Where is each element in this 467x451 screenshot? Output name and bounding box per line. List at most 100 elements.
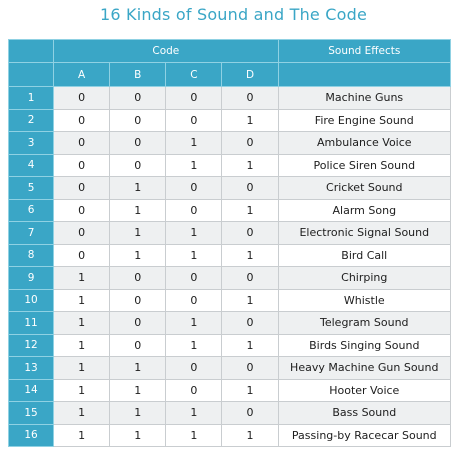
code-a-cell: 1 (53, 423, 111, 447)
code-c-cell: 1 (165, 221, 223, 245)
sound-effect-cell: Hooter Voice (277, 378, 452, 402)
code-a-cell: 0 (53, 221, 111, 245)
sound-effect-cell: Bass Sound (277, 401, 452, 425)
table-row: 14 1 1 0 1 Hooter Voice (7, 378, 452, 402)
table-row: 10 1 0 0 1 Whistle (7, 288, 452, 312)
code-b-cell: 0 (109, 288, 167, 312)
code-d-cell: 0 (221, 356, 279, 380)
code-b-cell: 1 (109, 378, 167, 402)
code-b-cell: 1 (109, 221, 167, 245)
page-title: 16 Kinds of Sound and The Code (99, 5, 368, 24)
sound-effect-cell: Police Siren Sound (277, 153, 452, 177)
code-c-cell: 0 (165, 288, 223, 312)
table-row: 11 1 0 1 0 Telegram Sound (7, 311, 452, 335)
table-row: 2 0 0 0 1 Fire Engine Sound (7, 108, 452, 132)
code-d-cell: 0 (221, 221, 279, 245)
code-c-cell: 0 (165, 356, 223, 380)
table-row: 6 0 1 0 1 Alarm Song (7, 198, 452, 222)
code-c-cell: 1 (165, 401, 223, 425)
row-number-cell: 12 (7, 333, 55, 357)
code-a-cell: 1 (53, 311, 111, 335)
code-d-cell: 1 (221, 333, 279, 357)
code-a-cell: 1 (53, 266, 111, 290)
code-c-cell: 0 (165, 108, 223, 132)
code-b-cell: 0 (109, 108, 167, 132)
code-a-cell: 0 (53, 86, 111, 110)
code-d-cell: 1 (221, 153, 279, 177)
code-b-cell: 1 (109, 198, 167, 222)
sound-effect-cell: Ambulance Voice (277, 131, 452, 155)
sound-effect-cell: Passing-by Racecar Sound (277, 423, 452, 447)
code-d-cell: 0 (221, 311, 279, 335)
code-a-cell: 0 (53, 176, 111, 200)
sound-effect-cell: Alarm Song (277, 198, 452, 222)
code-c-cell: 0 (165, 378, 223, 402)
header-row-groups: Code Sound Effects (7, 39, 452, 63)
header-col-a: A (53, 62, 111, 87)
code-d-cell: 1 (221, 288, 279, 312)
header-row-columns: A B C D (7, 62, 452, 87)
sound-effect-cell: Whistle (277, 288, 452, 312)
code-d-cell: 1 (221, 378, 279, 402)
code-b-cell: 1 (109, 243, 167, 267)
row-number-cell: 8 (7, 243, 55, 267)
header-col-c: C (165, 62, 223, 87)
code-a-cell: 0 (53, 198, 111, 222)
header-col-d: D (221, 62, 279, 87)
table-row: 9 1 0 0 0 Chirping (7, 266, 452, 290)
code-b-cell: 1 (109, 356, 167, 380)
code-d-cell: 1 (221, 423, 279, 447)
code-b-cell: 0 (109, 311, 167, 335)
sound-effect-cell: Cricket Sound (277, 176, 452, 200)
row-number-cell: 4 (7, 153, 55, 177)
row-number-cell: 14 (7, 378, 55, 402)
row-number-cell: 5 (7, 176, 55, 200)
sound-effect-cell: Fire Engine Sound (277, 108, 452, 132)
code-b-cell: 1 (109, 176, 167, 200)
code-d-cell: 0 (221, 266, 279, 290)
header-blank-cell (277, 62, 452, 87)
code-c-cell: 0 (165, 86, 223, 110)
sound-effect-cell: Bird Call (277, 243, 452, 267)
row-number-cell: 6 (7, 198, 55, 222)
code-a-cell: 1 (53, 378, 111, 402)
row-number-cell: 3 (7, 131, 55, 155)
table-row: 15 1 1 1 0 Bass Sound (7, 401, 452, 425)
code-c-cell: 1 (165, 131, 223, 155)
code-d-cell: 0 (221, 401, 279, 425)
code-c-cell: 0 (165, 266, 223, 290)
code-b-cell: 1 (109, 423, 167, 447)
row-number-cell: 7 (7, 221, 55, 245)
code-c-cell: 0 (165, 176, 223, 200)
sound-effect-cell: Chirping (277, 266, 452, 290)
row-number-cell: 9 (7, 266, 55, 290)
table-row: 4 0 0 1 1 Police Siren Sound (7, 153, 452, 177)
code-b-cell: 0 (109, 131, 167, 155)
table-row: 16 1 1 1 1 Passing-by Racecar Sound (7, 423, 452, 447)
table-row: 12 1 0 1 1 Birds Singing Sound (7, 333, 452, 357)
sound-effect-cell: Electronic Signal Sound (277, 221, 452, 245)
sound-effect-cell: Heavy Machine Gun Sound (277, 356, 452, 380)
code-b-cell: 0 (109, 153, 167, 177)
code-a-cell: 1 (53, 333, 111, 357)
row-number-cell: 2 (7, 108, 55, 132)
code-d-cell: 1 (221, 243, 279, 267)
header-corner-cell (7, 39, 55, 63)
row-number-cell: 10 (7, 288, 55, 312)
table-row: 5 0 1 0 0 Cricket Sound (7, 176, 452, 200)
code-c-cell: 1 (165, 311, 223, 335)
sound-code-table: Code Sound Effects A B C D 1 0 0 0 0 Machine … (7, 39, 452, 447)
header-sound-effects: Sound Effects (277, 39, 452, 63)
table-row: 1 0 0 0 0 Machine Guns (7, 86, 452, 110)
table-row: 7 0 1 1 0 Electronic Signal Sound (7, 221, 452, 245)
header-col-b: B (109, 62, 167, 87)
code-a-cell: 1 (53, 288, 111, 312)
row-number-cell: 16 (7, 423, 55, 447)
header-corner-cell (7, 62, 55, 87)
row-number-cell: 1 (7, 86, 55, 110)
code-a-cell: 1 (53, 401, 111, 425)
sound-effect-cell: Machine Guns (277, 86, 452, 110)
table-row: 13 1 1 0 0 Heavy Machine Gun Sound (7, 356, 452, 380)
code-d-cell: 0 (221, 86, 279, 110)
row-number-cell: 13 (7, 356, 55, 380)
